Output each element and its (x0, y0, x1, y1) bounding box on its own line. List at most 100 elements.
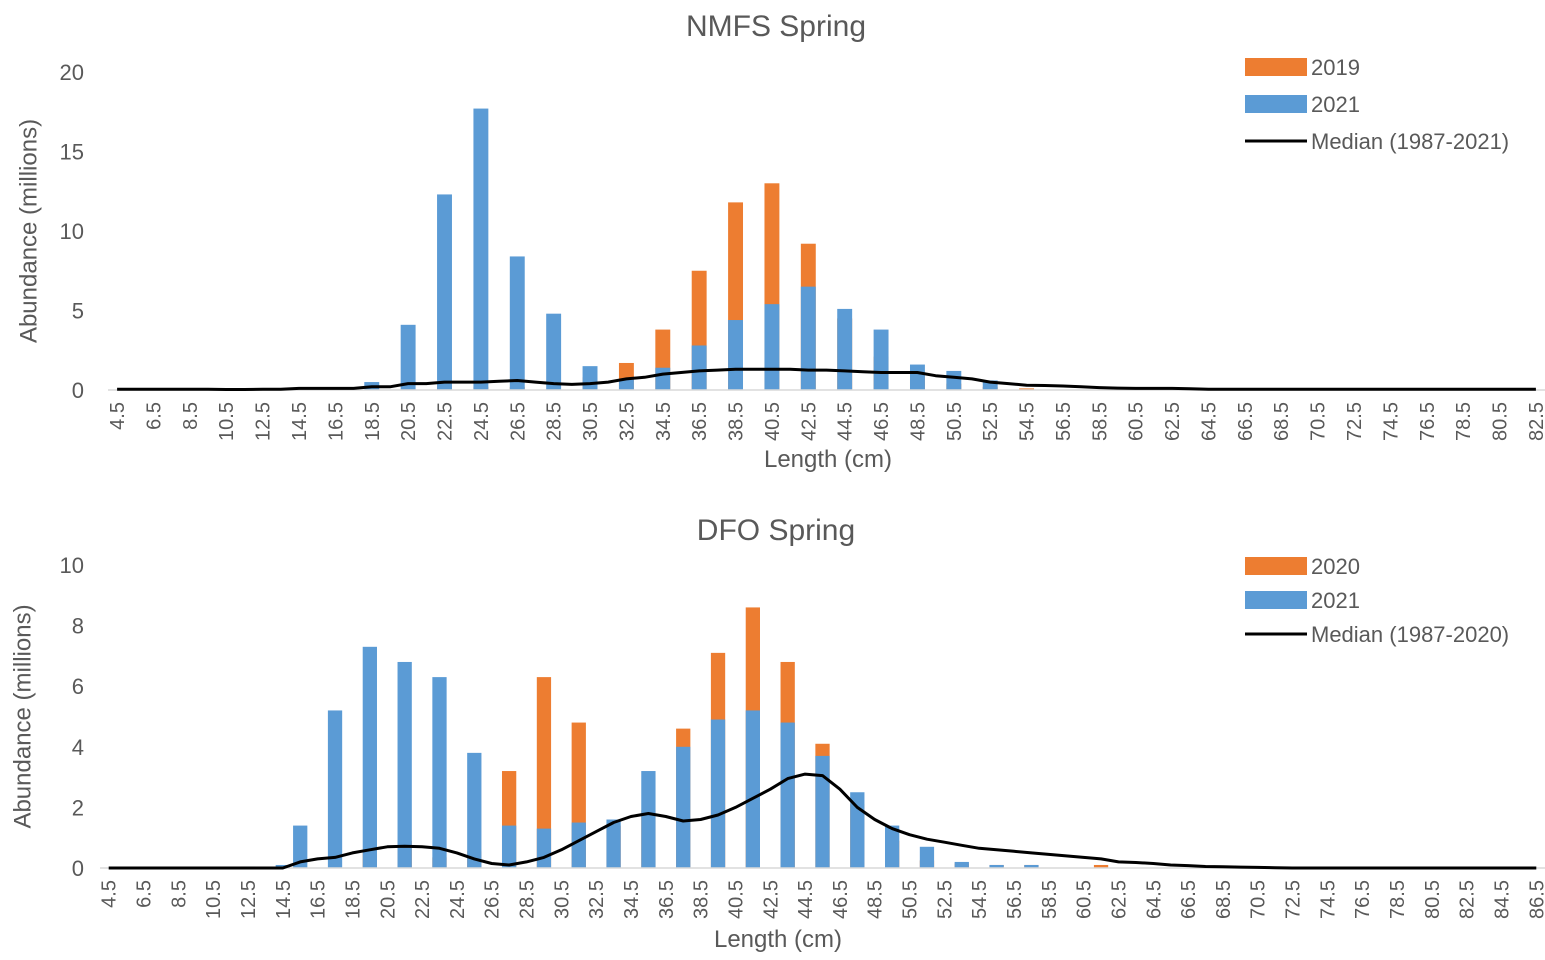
chart2-bar-2020 (1093, 864, 1109, 868)
chart1-x-tick-label: 38.5 (726, 402, 748, 441)
chart2-x-tick-label: 72.5 (1283, 880, 1305, 919)
chart1-bar-2021 (764, 304, 780, 390)
chart1-x-tick-label: 34.5 (653, 402, 675, 441)
chart1-x-tick-label: 32.5 (616, 402, 638, 441)
chart2-x-tick-label: 8.5 (168, 880, 190, 908)
chart2-x-tick-label: 6.5 (134, 880, 156, 908)
chart1-x-tick-label: 14.5 (289, 402, 311, 441)
chart1-x-tick-label: 80.5 (1490, 402, 1512, 441)
chart2-bar-2021 (710, 719, 726, 868)
chart2-x-tick-label: 60.5 (1074, 880, 1096, 919)
chart2-bar-2021 (919, 846, 935, 868)
chart2-x-tick-label: 12.5 (238, 880, 260, 919)
chart2-x-tick-label: 74.5 (1317, 880, 1339, 919)
chart2-x-tick-label: 46.5 (830, 880, 852, 919)
chart1-bar-2021 (909, 364, 925, 390)
chart2-legend-label: Median (1987-2020) (1311, 622, 1509, 647)
chart1-y-tick-label: 15 (60, 140, 84, 165)
chart2-bar-2021 (815, 755, 830, 868)
chart1-bar-2021 (837, 308, 853, 390)
chart2-x-tick-label: 18.5 (342, 880, 364, 919)
chart1-y-tick-label: 5 (72, 299, 84, 324)
chart2-legend-swatch (1245, 557, 1307, 575)
chart1-x-tick-label: 52.5 (980, 402, 1002, 441)
chart2-x-tick-label: 16.5 (308, 880, 330, 919)
chart2-legend-label: 2020 (1311, 554, 1360, 579)
chart2-x-tick-label: 54.5 (969, 880, 991, 919)
chart1-x-tick-label: 28.5 (544, 402, 566, 441)
chart1-bar-2021 (400, 324, 416, 390)
chart2-bar-2021 (745, 710, 760, 868)
chart2-x-tick-label: 78.5 (1387, 880, 1409, 919)
chart1-x-tick-label: 82.5 (1526, 402, 1545, 441)
chart2-x-tick-label: 58.5 (1039, 880, 1061, 919)
chart2-y-axis-label: Abundance (millions) (9, 604, 36, 828)
chart1-x-tick-label: 78.5 (1453, 402, 1475, 441)
chart2-y-tick-label: 0 (72, 856, 84, 881)
chart2-legend-label: 2021 (1311, 588, 1360, 613)
chart1-x-tick-label: 48.5 (907, 402, 929, 441)
chart2-bar-2021 (885, 825, 900, 868)
chart2-bar-2021 (676, 746, 691, 868)
chart1-x-tick-label: 26.5 (507, 402, 529, 441)
chart2-legend-swatch (1245, 591, 1307, 609)
chart2-bar-2021 (327, 710, 343, 868)
chart2-x-tick-label: 64.5 (1143, 880, 1165, 919)
chart2-median-line (108, 772, 1537, 870)
chart1-x-tick-label: 24.5 (471, 402, 493, 441)
chart1-x-tick-label: 74.5 (1380, 402, 1402, 441)
chart2-x-tick-label: 40.5 (725, 880, 747, 919)
chart2-x-tick-label: 82.5 (1457, 880, 1479, 919)
chart2-bar-2021 (641, 771, 656, 868)
chart2-x-tick-label: 76.5 (1352, 880, 1374, 919)
chart2-x-axis-label: Length (cm) (714, 926, 842, 953)
chart1-bar-2021 (618, 378, 634, 390)
chart1-x-axis-label: Length (cm) (764, 446, 892, 473)
chart2-y-tick-label: 2 (72, 795, 84, 820)
chart2-bar-2021 (467, 752, 482, 868)
chart2-x-tick-label: 56.5 (1004, 880, 1026, 919)
chart1-median-line (117, 367, 1536, 391)
chart2-y-tick-label: 10 (60, 553, 84, 578)
chart1-x-tick-label: 56.5 (1053, 402, 1075, 441)
chart1-x-tick-label: 76.5 (1417, 402, 1439, 441)
chart2-x-tick-label: 62.5 (1108, 880, 1130, 919)
chart1-x-tick-label: 60.5 (1126, 402, 1148, 441)
chart1-x-tick-label: 6.5 (143, 402, 165, 430)
chart2-x-tick-label: 86.5 (1526, 880, 1545, 919)
chart1-x-tick-label: 22.5 (435, 402, 457, 441)
chart2-x-tick-label: 28.5 (517, 880, 539, 919)
chart2-x-tick-label: 36.5 (656, 880, 678, 919)
chart1-bar-2021 (437, 194, 452, 390)
chart1-x-tick-label: 54.5 (1017, 402, 1039, 441)
chart1-y-axis-label: Abundance (millions) (15, 119, 42, 343)
chart2-bar-2021 (780, 722, 795, 868)
chart1-bar-2021 (582, 366, 598, 390)
chart1-x-tick-label: 20.5 (398, 402, 420, 441)
chart1-y-tick-label: 0 (72, 378, 84, 403)
chart1-x-tick-label: 10.5 (216, 402, 238, 441)
chart2-x-tick-label: 34.5 (621, 880, 643, 919)
chart2-title: DFO Spring (697, 514, 855, 547)
chart2-x-tick-label: 44.5 (795, 880, 817, 919)
chart2-x-tick-label: 48.5 (865, 880, 887, 919)
chart1-x-tick-label: 68.5 (1271, 402, 1293, 441)
chart2-x-tick-label: 70.5 (1248, 880, 1270, 919)
chart1-bar-2021 (873, 329, 889, 390)
chart1-bar-2021 (800, 286, 816, 390)
chart2-bar-2021 (432, 677, 447, 868)
chart1-x-tick-label: 4.5 (107, 402, 129, 430)
chart1-title: NMFS Spring (686, 10, 866, 43)
chart1-y-tick-label: 10 (60, 219, 84, 244)
chart2-x-tick-label: 20.5 (377, 880, 399, 919)
chart2-bar-2021 (989, 864, 1004, 868)
chart1-bar-2021 (546, 313, 562, 390)
chart1-legend-label: 2019 (1311, 55, 1360, 80)
chart1-legend-swatch (1245, 95, 1307, 113)
chart2-bar-2021 (571, 822, 586, 868)
chart1-bar-2021 (655, 367, 671, 390)
chart1-bar-2021 (509, 256, 525, 390)
chart2-x-tick-label: 32.5 (586, 880, 608, 919)
chart1-x-tick-label: 70.5 (1308, 402, 1330, 441)
